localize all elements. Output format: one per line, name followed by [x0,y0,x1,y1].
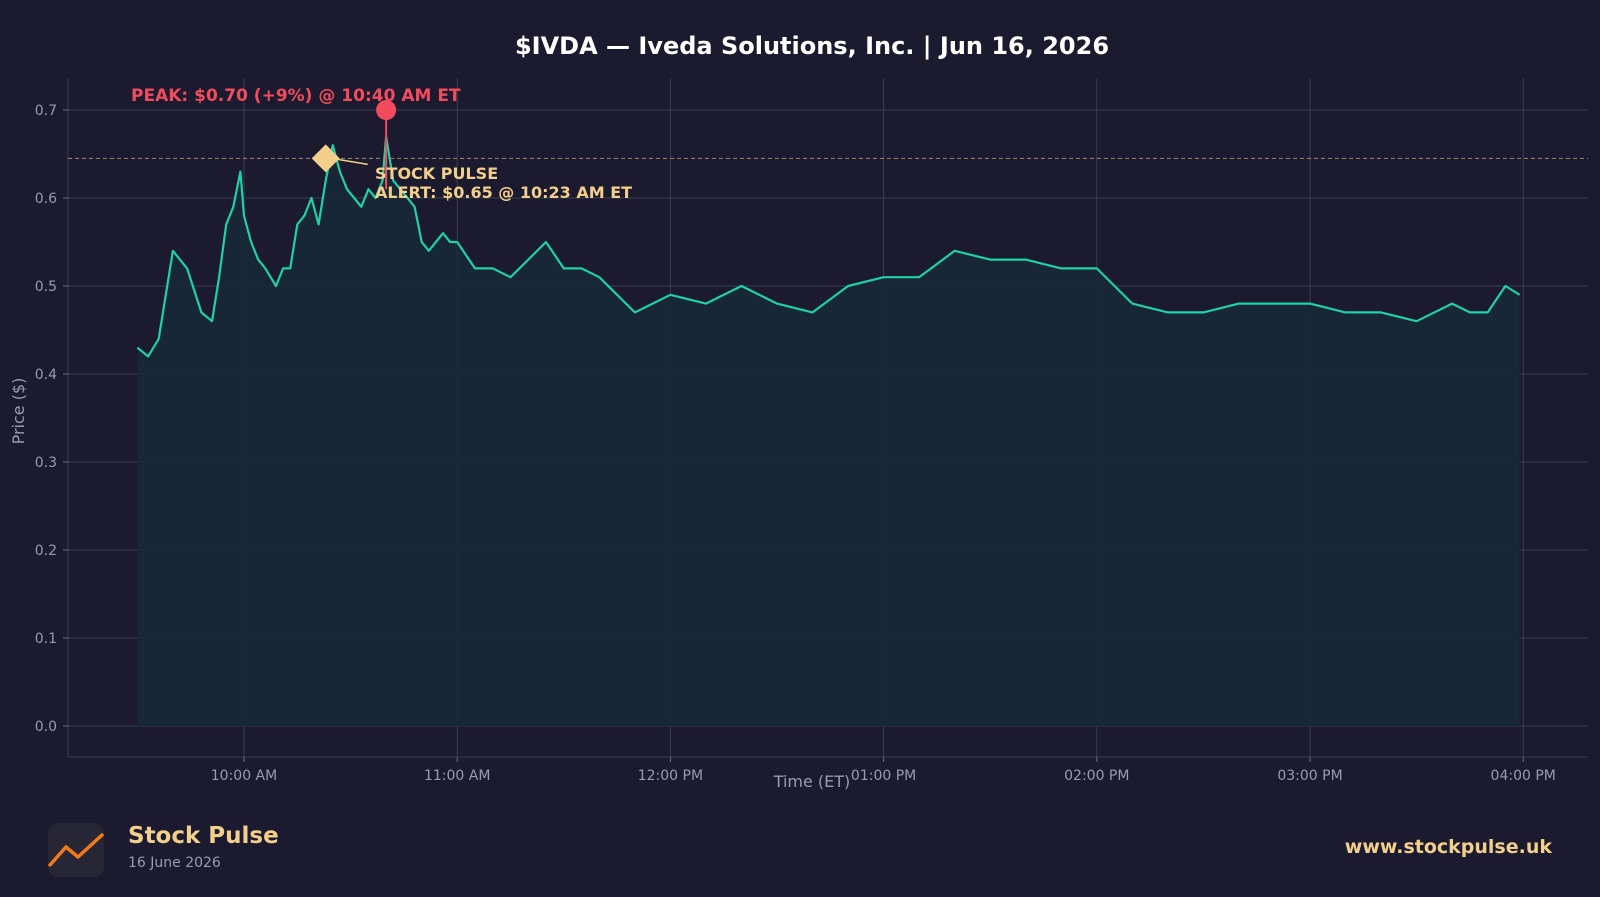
annotations: PEAK: $0.70 (+9%) @ 10:40 AM ET STOCK PUL… [68,86,1588,202]
y-tick-label: 0.0 [35,719,57,735]
x-axis-label: Time (ET) [773,772,851,791]
price-area [137,136,1520,726]
y-tick-label: 0.1 [35,631,57,647]
y-tick-label: 0.5 [35,279,57,295]
price-line [136,135,1521,358]
x-tick-label: 12:00 PM [638,768,703,784]
x-tick-label: 10:00 AM [211,768,277,784]
website-link[interactable]: www.stockpulse.uk [1344,836,1552,858]
series [136,135,1521,726]
alert-label-detail: ALERT: $0.65 @ 10:23 AM ET [375,183,632,202]
alert-label-title: STOCK PULSE [375,164,498,183]
chart-title: $IVDA — Iveda Solutions, Inc. | Jun 16, … [515,32,1109,60]
peak-label: PEAK: $0.70 (+9%) @ 10:40 AM ET [131,86,461,106]
x-tick-label: 04:00 PM [1491,768,1556,784]
y-tick-label: 0.4 [35,367,57,383]
trend-line-icon [48,833,104,867]
y-tick-label: 0.2 [35,543,57,559]
x-tick-label: 03:00 PM [1277,768,1342,784]
axes: 0.0 0.1 0.2 0.3 0.4 0.5 0.6 0.7 10:00 AM 11:00 AM… [35,78,1588,784]
x-tick-label: 01:00 PM [851,768,916,784]
alert-connector [337,158,368,166]
y-tick-label: 0.3 [35,455,57,471]
brand-date: 16 June 2026 [128,855,221,871]
x-tick-label: 02:00 PM [1064,768,1129,784]
y-tick-label: 0.7 [35,103,57,119]
brand-logo [48,823,104,877]
brand-name: Stock Pulse [128,823,279,849]
price-chart: $IVDA — Iveda Solutions, Inc. | Jun 16, … [9,32,1588,791]
peak-marker [376,100,397,120]
y-tick-label: 0.6 [35,191,57,207]
footer-brand: Stock Pulse 16 June 2026 [128,823,279,872]
x-tick-label: 11:00 AM [424,768,490,784]
y-axis-label: Price ($) [9,378,28,445]
alert-marker [311,144,340,173]
